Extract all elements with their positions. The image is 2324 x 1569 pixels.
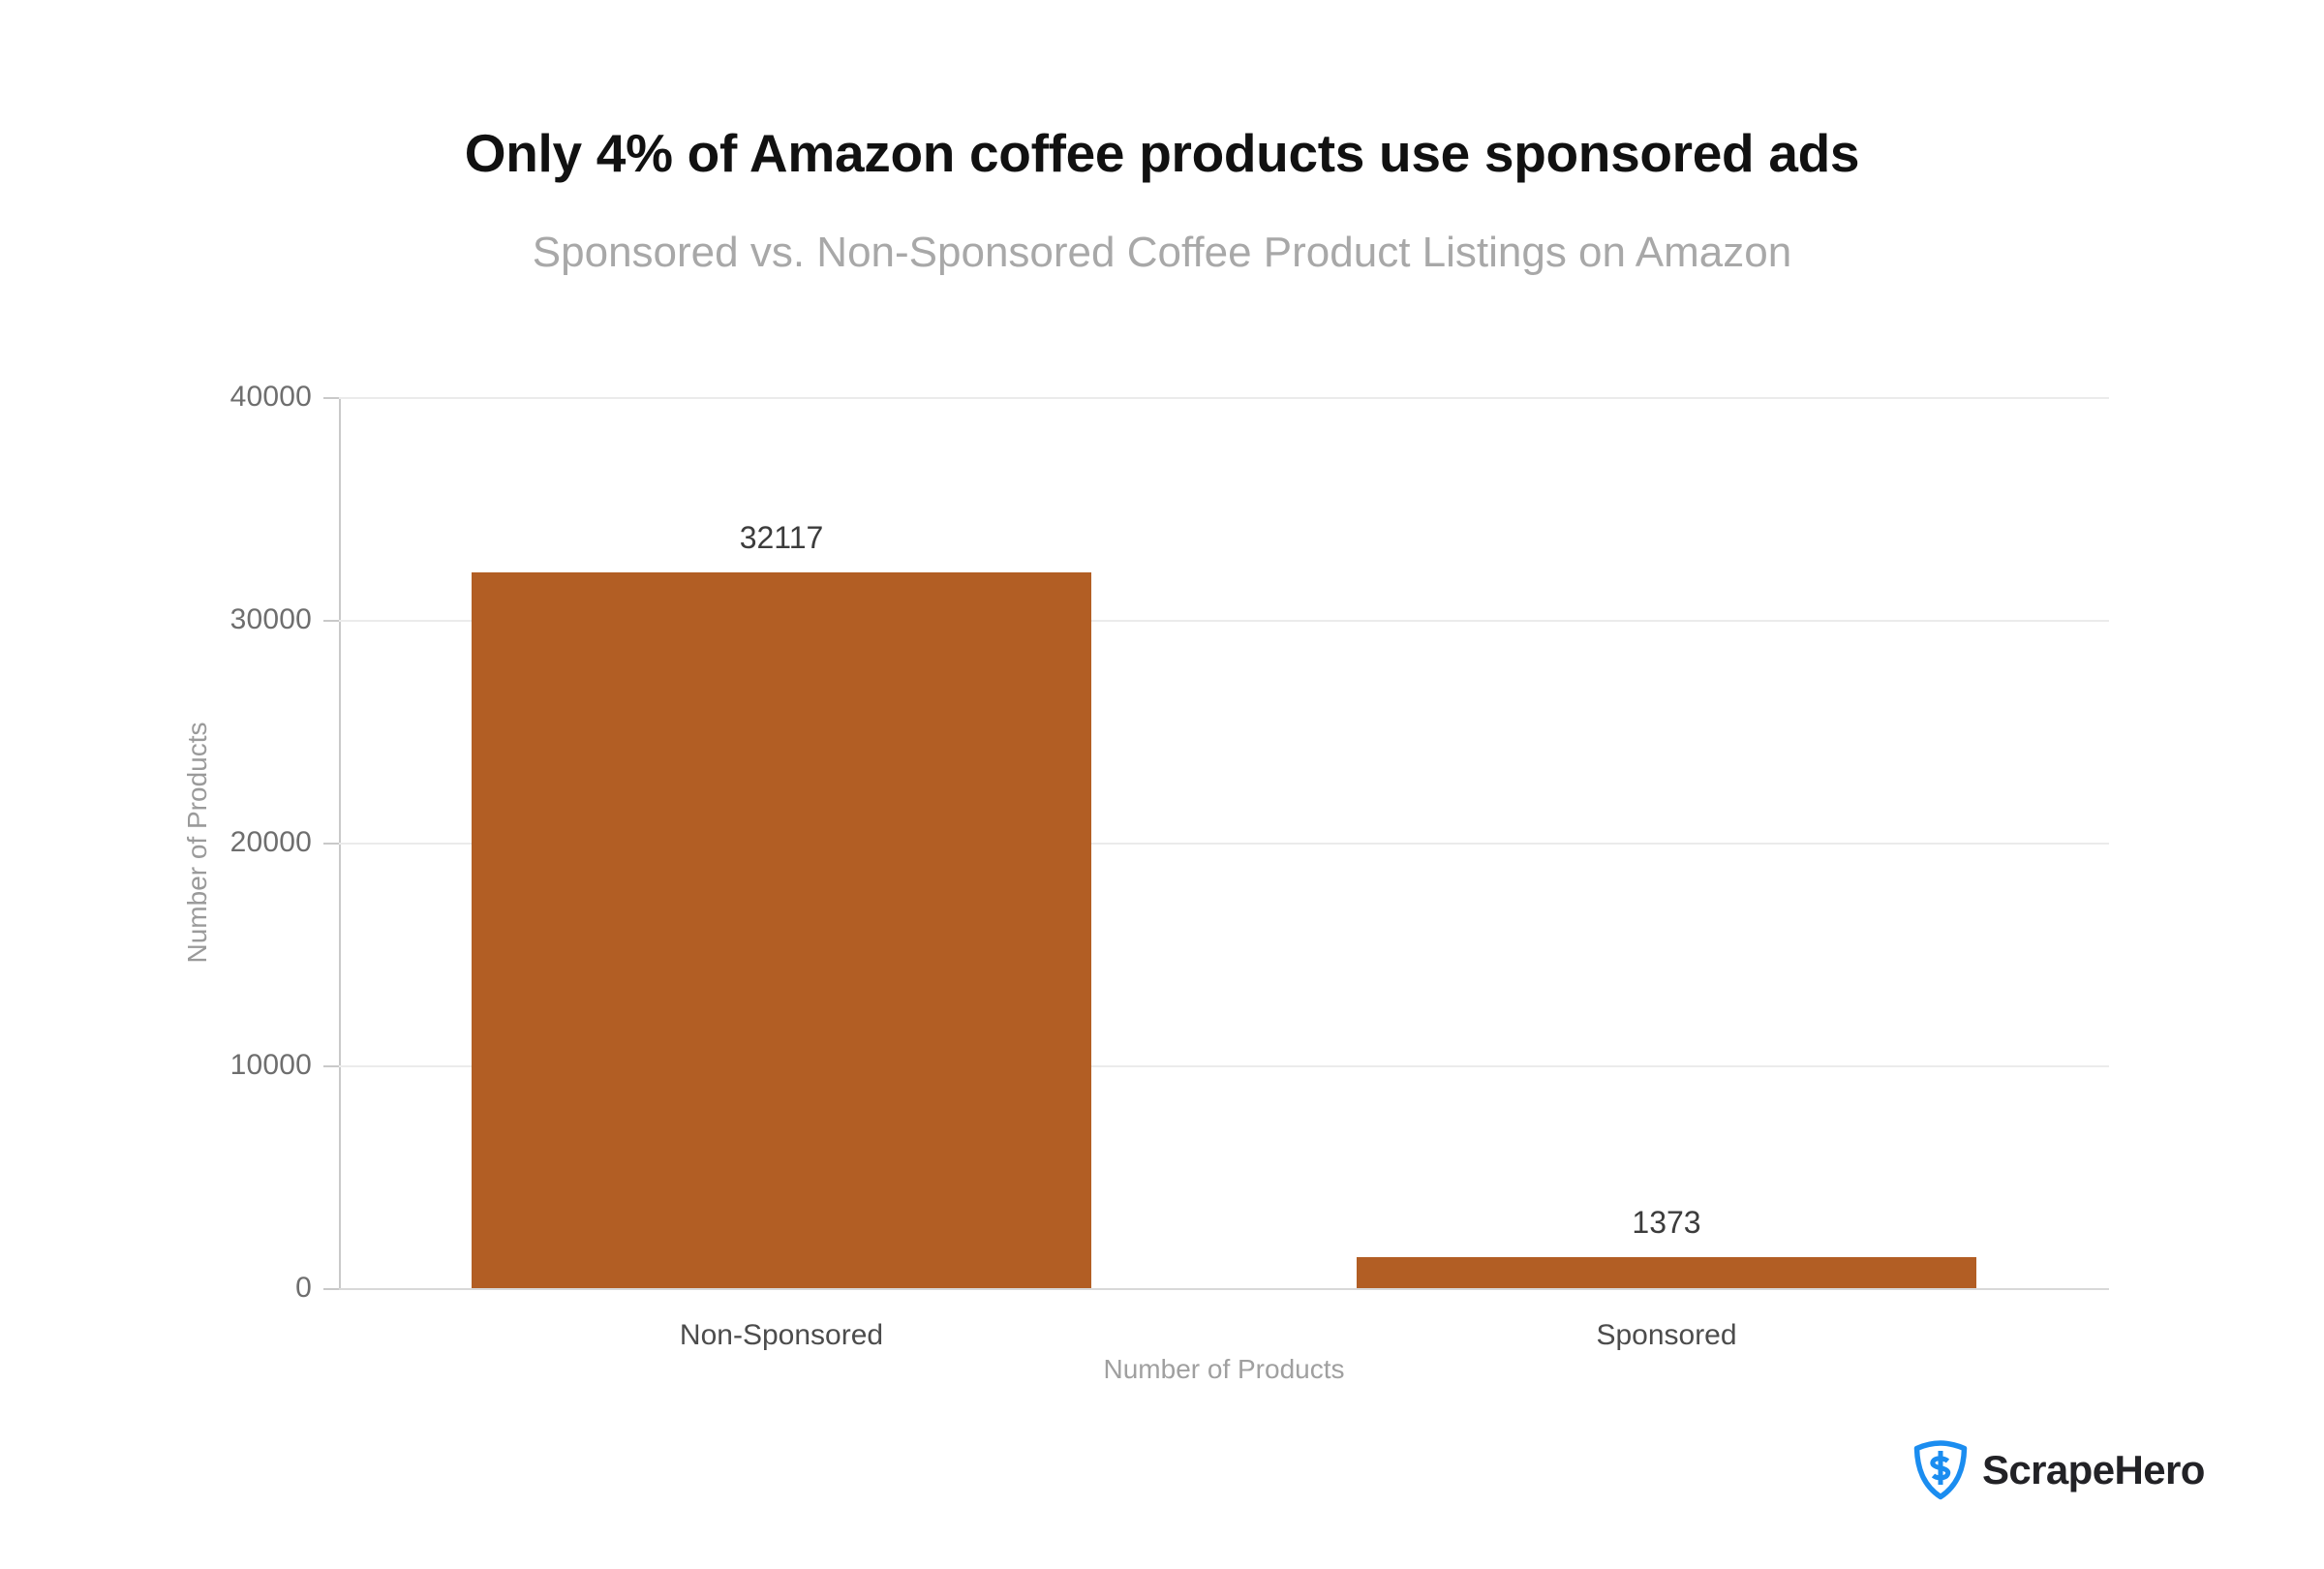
shield-s-icon [1912,1440,1969,1500]
y-axis-tick-label: 0 [295,1272,312,1304]
y-axis-tick-mark [323,397,339,399]
plot-area [339,397,2109,1290]
bar[interactable] [1357,1257,1976,1288]
scrapehero-logo: ScrapeHero [1912,1440,2205,1500]
y-axis-tick-label: 20000 [229,826,312,858]
chart-subtitle: Sponsored vs. Non-Sponsored Coffee Produ… [532,229,1792,276]
y-axis-tick-label: 30000 [229,603,312,635]
chart-title: Only 4% of Amazon coffee products use sp… [464,123,1860,183]
y-axis-tick-mark [323,1288,339,1290]
gridline [339,1065,2109,1067]
gridline [339,843,2109,845]
x-axis-category-label: Non-Sponsored [679,1319,884,1351]
gridline [339,620,2109,622]
gridline [339,397,2109,399]
y-axis-title: Number of Products [182,722,212,964]
x-axis-title: Number of Products [1103,1354,1345,1384]
bar[interactable] [472,572,1091,1288]
y-axis-tick-label: 40000 [229,381,312,413]
bar-value-label: 32117 [739,520,824,556]
y-axis-tick-mark [323,1065,339,1067]
gridline [339,1288,2109,1290]
y-axis-tick-mark [323,620,339,622]
y-axis-tick-mark [323,843,339,845]
bar-value-label: 1373 [1632,1205,1701,1241]
x-axis-category-label: Sponsored [1596,1319,1737,1351]
y-axis-tick-label: 10000 [229,1049,312,1081]
logo-wordmark: ScrapeHero [1982,1447,2205,1492]
